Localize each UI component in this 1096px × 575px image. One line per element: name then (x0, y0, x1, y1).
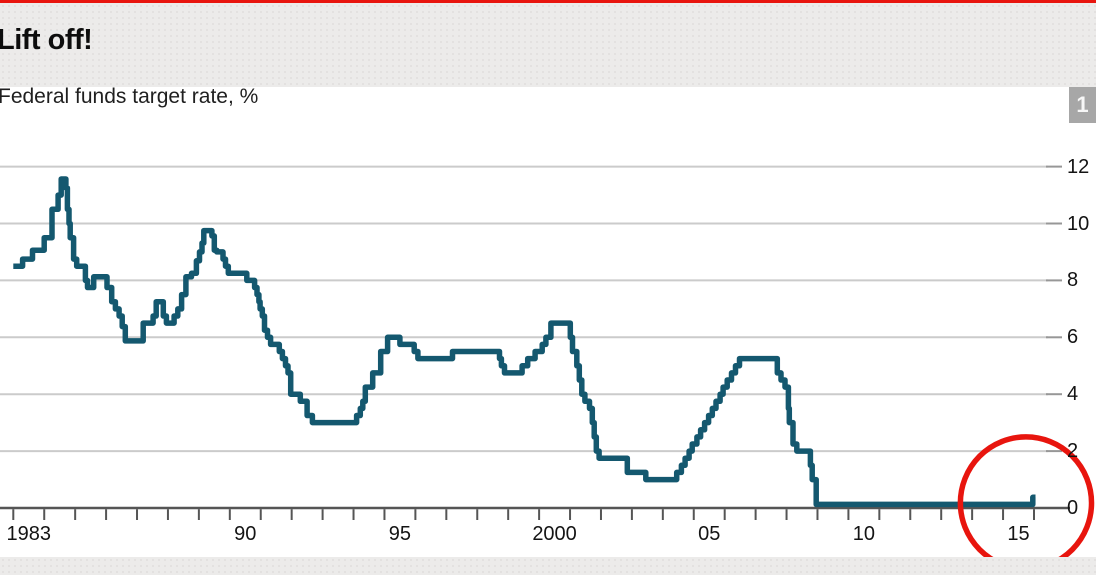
y-axis-label: 0 (1067, 497, 1079, 519)
fed-funds-rate-line (13, 176, 1036, 508)
y-axis-label: 12 (1067, 155, 1090, 178)
y-axis-label: 10 (1067, 212, 1090, 235)
page-title: Lift off! (0, 24, 93, 56)
chart-subtitle: Federal funds target rate, % (0, 85, 259, 108)
x-axis-label: 10 (852, 523, 875, 545)
y-axis-label: 8 (1067, 269, 1079, 292)
x-axis-label: 95 (388, 523, 412, 545)
y-axis-label: 6 (1067, 326, 1079, 349)
footer-band (0, 557, 1096, 575)
y-axis-label: 2 (1067, 440, 1079, 463)
panel-number-badge: 1 (1069, 87, 1096, 123)
y-axis-label: 4 (1067, 383, 1079, 406)
x-axis-label: 2000 (532, 523, 577, 545)
header-band (0, 3, 1096, 87)
x-axis-label: 05 (698, 523, 721, 545)
x-axis-label: 1983 (6, 523, 52, 545)
x-axis-label: 15 (1007, 523, 1030, 545)
top-accent-bar (0, 0, 1096, 3)
x-axis-label: 90 (234, 523, 257, 545)
